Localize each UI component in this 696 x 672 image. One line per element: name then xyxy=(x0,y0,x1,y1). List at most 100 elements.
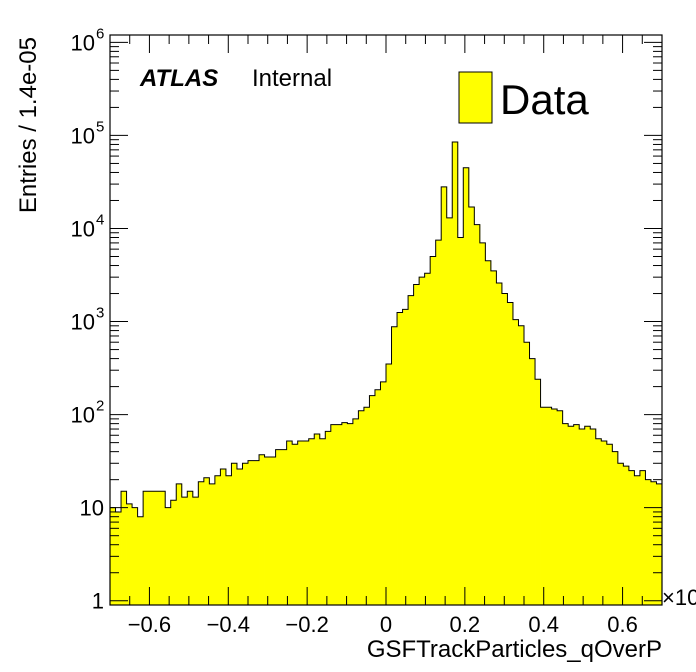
histogram-bin xyxy=(617,463,624,605)
y-tick-exponent: 4 xyxy=(96,211,104,228)
histogram-bin xyxy=(198,481,205,605)
histogram-bin xyxy=(225,475,232,605)
histogram-bin xyxy=(187,491,194,605)
histogram-bin xyxy=(441,186,448,605)
y-axis-title: Entries / 1.4e-05 xyxy=(15,37,42,213)
histogram-bin xyxy=(623,466,630,605)
histogram-bin xyxy=(639,470,646,605)
histogram-outline xyxy=(109,141,663,605)
histogram-bin xyxy=(601,441,608,605)
histogram-bin xyxy=(248,460,254,605)
internal-label: Internal xyxy=(252,65,332,92)
histogram-bin xyxy=(380,381,387,605)
histogram-bin xyxy=(281,449,288,605)
x-tick-label: −0.4 xyxy=(207,612,250,637)
histogram-bin xyxy=(446,217,453,605)
y-tick-exponent: 3 xyxy=(96,305,104,322)
histogram-bin xyxy=(397,312,403,605)
histogram-bin xyxy=(253,460,260,605)
histogram-bin xyxy=(159,491,166,605)
histogram-bin xyxy=(220,469,227,605)
histogram-bin xyxy=(165,507,172,605)
histogram-bin xyxy=(347,423,354,605)
histogram-bin xyxy=(463,167,470,605)
histogram-bin xyxy=(270,457,276,605)
histogram-bin xyxy=(606,444,613,605)
histogram-bin xyxy=(501,293,508,605)
histogram-bin xyxy=(259,454,265,605)
histogram-bin xyxy=(325,431,332,605)
histogram-bin xyxy=(236,469,243,605)
x-tick-label: 0.6 xyxy=(607,612,638,637)
y-tick-label: 10 xyxy=(71,30,95,55)
histogram-bin xyxy=(419,277,426,605)
histogram-bin xyxy=(518,325,525,605)
histogram-bin xyxy=(137,516,144,605)
histogram-bin xyxy=(512,319,519,605)
histogram-bin xyxy=(363,407,370,605)
histogram-bin xyxy=(645,479,652,605)
x-axis-title: GSFTrackParticles_qOverP xyxy=(367,636,662,663)
y-tick-label: 1 xyxy=(92,589,104,614)
histogram-bin xyxy=(474,224,481,605)
histogram-bin xyxy=(612,451,619,605)
x-tick-label: −0.6 xyxy=(128,612,171,637)
histogram-bin xyxy=(374,389,381,605)
histogram-bin xyxy=(485,260,492,605)
histogram-bin xyxy=(292,444,299,605)
atlas-label: ATLAS xyxy=(139,65,218,92)
histogram-bin xyxy=(170,500,177,605)
histogram-bin xyxy=(452,142,459,605)
histogram-bin xyxy=(579,429,586,605)
histogram-bin xyxy=(524,342,530,605)
histogram-bin xyxy=(242,463,249,605)
x-tick-label: 0.4 xyxy=(528,612,559,637)
y-tick-exponent: 2 xyxy=(96,398,104,415)
x-tick-labels: −0.6 −0.4 −0.2 0 0.2 0.4 0.6 xyxy=(128,612,638,637)
histogram-bin xyxy=(562,423,569,605)
histogram-bin xyxy=(628,470,635,605)
x-tick-label: −0.2 xyxy=(285,612,328,637)
histogram-bin xyxy=(430,256,437,605)
y-tick-label: 10 xyxy=(71,403,95,428)
histogram-bin xyxy=(535,379,541,605)
histogram-bin xyxy=(126,503,133,605)
y-tick-label: 10 xyxy=(71,310,95,335)
histogram-bars xyxy=(110,142,663,606)
histogram-bin xyxy=(121,491,127,605)
histogram-bin xyxy=(546,407,552,605)
histogram-bin xyxy=(490,270,497,605)
histogram-bin xyxy=(496,282,503,605)
histogram-bin xyxy=(435,240,442,605)
histogram-bin xyxy=(115,511,122,605)
histogram-bin xyxy=(297,441,304,605)
y-tick-label: 10 xyxy=(71,123,95,148)
legend-label: Data xyxy=(500,76,589,123)
histogram-bin xyxy=(468,207,475,606)
histogram-bin xyxy=(264,457,271,605)
histogram-bin xyxy=(568,426,575,605)
histogram-bin xyxy=(507,302,514,605)
histogram-bin xyxy=(584,426,591,605)
histogram-bin xyxy=(408,295,414,605)
histogram-bin xyxy=(209,483,216,605)
histogram-bin xyxy=(650,481,657,605)
histogram-bin xyxy=(457,237,464,605)
y-tick-exponent: 6 xyxy=(96,25,104,42)
y-tick-label: 10 xyxy=(71,216,95,241)
histogram-bin xyxy=(352,418,359,605)
histogram-bin xyxy=(369,395,376,605)
histogram-bin xyxy=(231,463,238,605)
histogram-bin xyxy=(176,483,183,605)
y-tick-label: 10 xyxy=(80,496,104,521)
axis-ticks xyxy=(109,35,663,605)
x-tick-label: 0.2 xyxy=(450,612,481,637)
histogram-bin xyxy=(590,429,597,605)
histogram-bin xyxy=(634,475,641,605)
histogram-bin xyxy=(479,242,486,605)
histogram-bin xyxy=(391,326,398,605)
histogram-bin xyxy=(573,424,580,605)
histogram-bin xyxy=(557,410,564,605)
